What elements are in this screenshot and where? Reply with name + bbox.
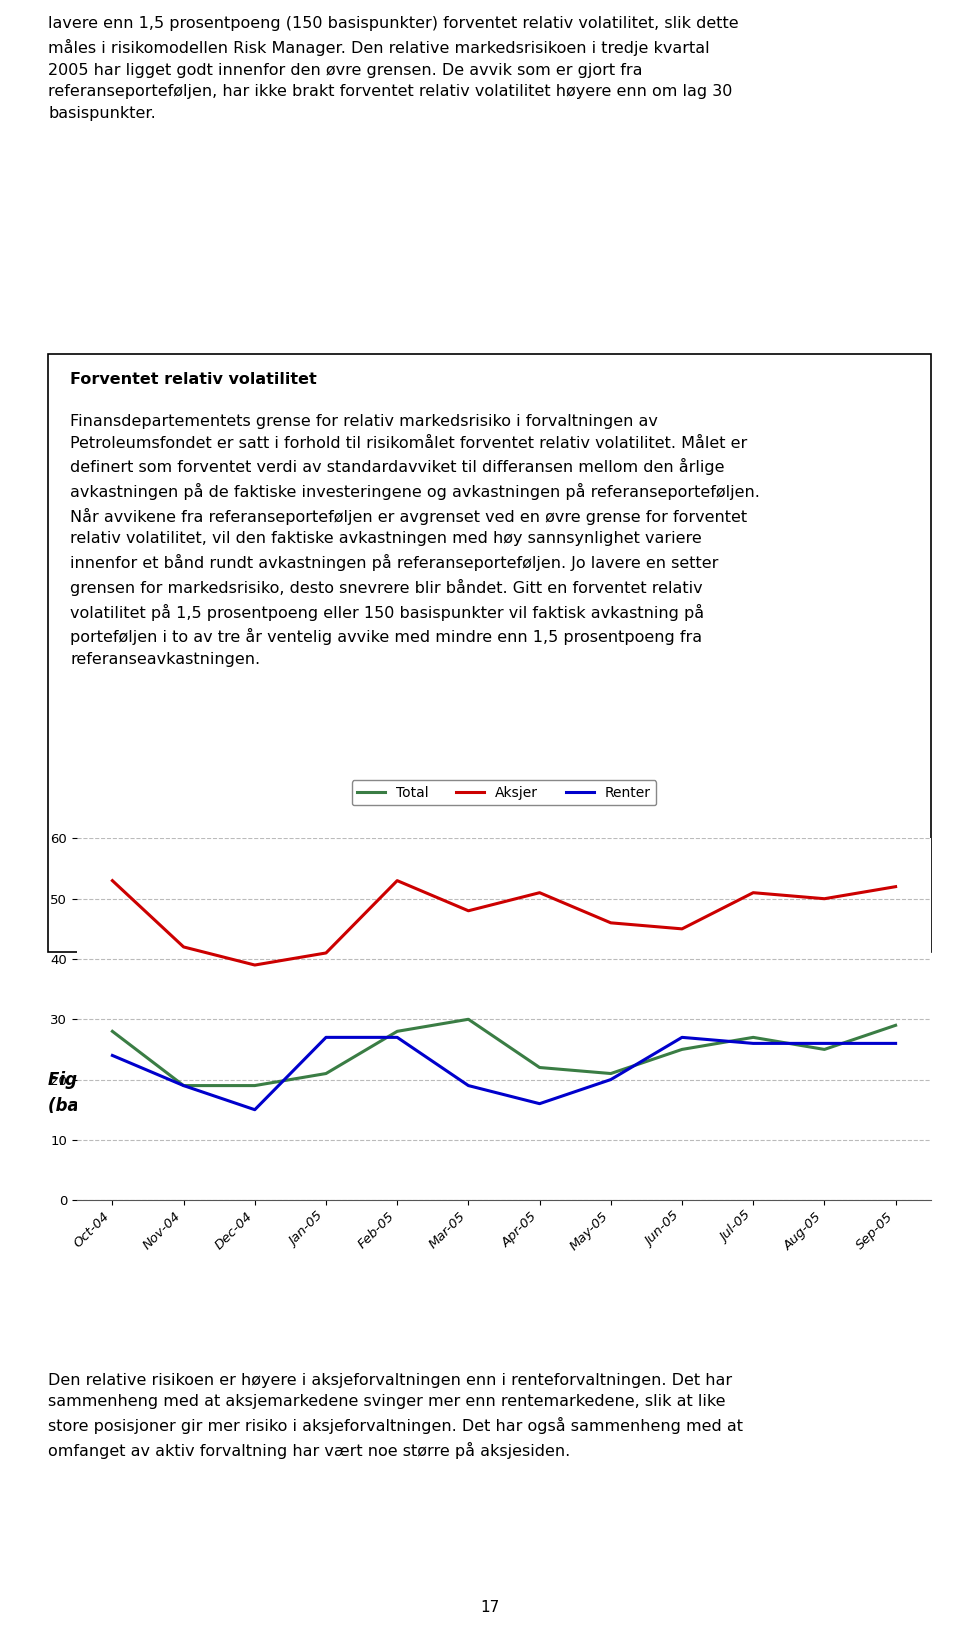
Text: Finansdepartementets grense for relativ markedsrisiko i forvaltningen av
Petrole: Finansdepartementets grense for relativ … <box>70 414 760 667</box>
Total <box>605 1064 616 1083</box>
Renter <box>534 1093 545 1113</box>
Total <box>249 1075 260 1095</box>
Text: Forventet relativ volatilitet: Forventet relativ volatilitet <box>70 372 317 388</box>
Text: Den relative risikoen er høyere i aksjeforvaltningen enn i renteforvaltningen. D: Den relative risikoen er høyere i aksjef… <box>48 1373 743 1458</box>
Aksjer <box>321 944 332 963</box>
Renter <box>748 1034 759 1054</box>
Renter <box>676 1028 687 1047</box>
Renter <box>890 1034 901 1054</box>
Total <box>178 1075 189 1095</box>
Aksjer <box>249 955 260 975</box>
Aksjer <box>463 901 474 921</box>
Renter <box>819 1034 830 1054</box>
Legend: Total, Aksjer, Renter: Total, Aksjer, Renter <box>351 781 657 806</box>
Total <box>321 1064 332 1083</box>
Line: Total: Total <box>112 1019 896 1085</box>
Text: 17: 17 <box>480 1600 499 1614</box>
Aksjer <box>605 912 616 932</box>
Renter <box>178 1075 189 1095</box>
Renter <box>107 1046 118 1065</box>
Aksjer <box>890 876 901 896</box>
Aksjer <box>107 871 118 891</box>
Total <box>748 1028 759 1047</box>
Total <box>392 1021 403 1041</box>
Renter <box>321 1028 332 1047</box>
Total <box>107 1021 118 1041</box>
Line: Aksjer: Aksjer <box>112 881 896 965</box>
Aksjer <box>534 883 545 903</box>
Renter <box>463 1075 474 1095</box>
Renter <box>249 1100 260 1120</box>
Total <box>463 1009 474 1029</box>
Total <box>819 1039 830 1059</box>
Aksjer <box>676 919 687 939</box>
Aksjer <box>748 883 759 903</box>
Total <box>676 1039 687 1059</box>
Text: lavere enn 1,5 prosentpoeng (150 basispunkter) forventet relativ volatilitet, sl: lavere enn 1,5 prosentpoeng (150 basispu… <box>48 16 738 122</box>
Renter <box>605 1070 616 1090</box>
FancyBboxPatch shape <box>48 353 931 952</box>
Line: Renter: Renter <box>112 1037 896 1110</box>
Aksjer <box>819 889 830 909</box>
Renter <box>392 1028 403 1047</box>
Total <box>890 1016 901 1036</box>
Total <box>534 1057 545 1077</box>
Text: Figur 14: Forventet relativ volatilitet ved hver månedslutt siste 12 måneder
(ba: Figur 14: Forventet relativ volatilitet … <box>48 1069 763 1115</box>
Aksjer <box>392 871 403 891</box>
Aksjer <box>178 937 189 957</box>
